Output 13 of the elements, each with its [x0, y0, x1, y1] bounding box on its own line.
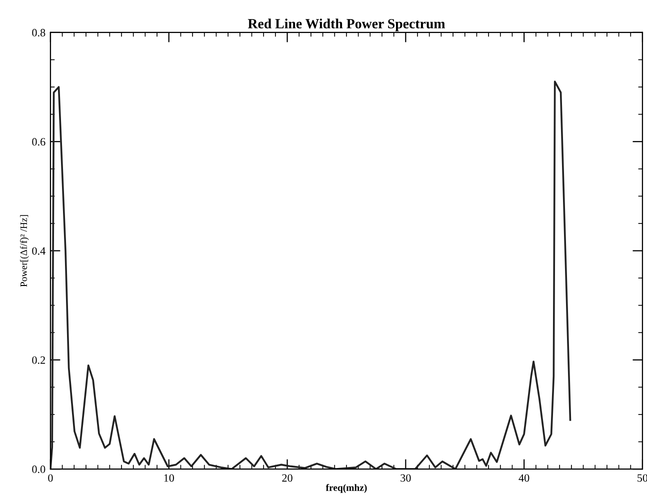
x-axis-title: freq(mhz): [326, 484, 367, 493]
x-tick-label: 20: [282, 474, 292, 482]
y-tick-label: 0.8: [32, 28, 46, 36]
y-tick-label: 0.4: [32, 247, 46, 255]
x-tick-label: 30: [400, 474, 411, 482]
x-tick-label: 40: [518, 474, 530, 482]
y-axis-title: Power[(Δf/f)² /Hz]: [20, 215, 29, 287]
y-tick-label: 0.2: [32, 356, 45, 364]
x-tick-label: 10: [164, 474, 174, 482]
x-tick-label: 0: [48, 474, 53, 482]
chart-title: Red Line Width Power Spectrum: [248, 18, 446, 32]
y-tick-label: 0.0: [32, 466, 46, 474]
y-tick-label: 0.6: [32, 138, 46, 146]
